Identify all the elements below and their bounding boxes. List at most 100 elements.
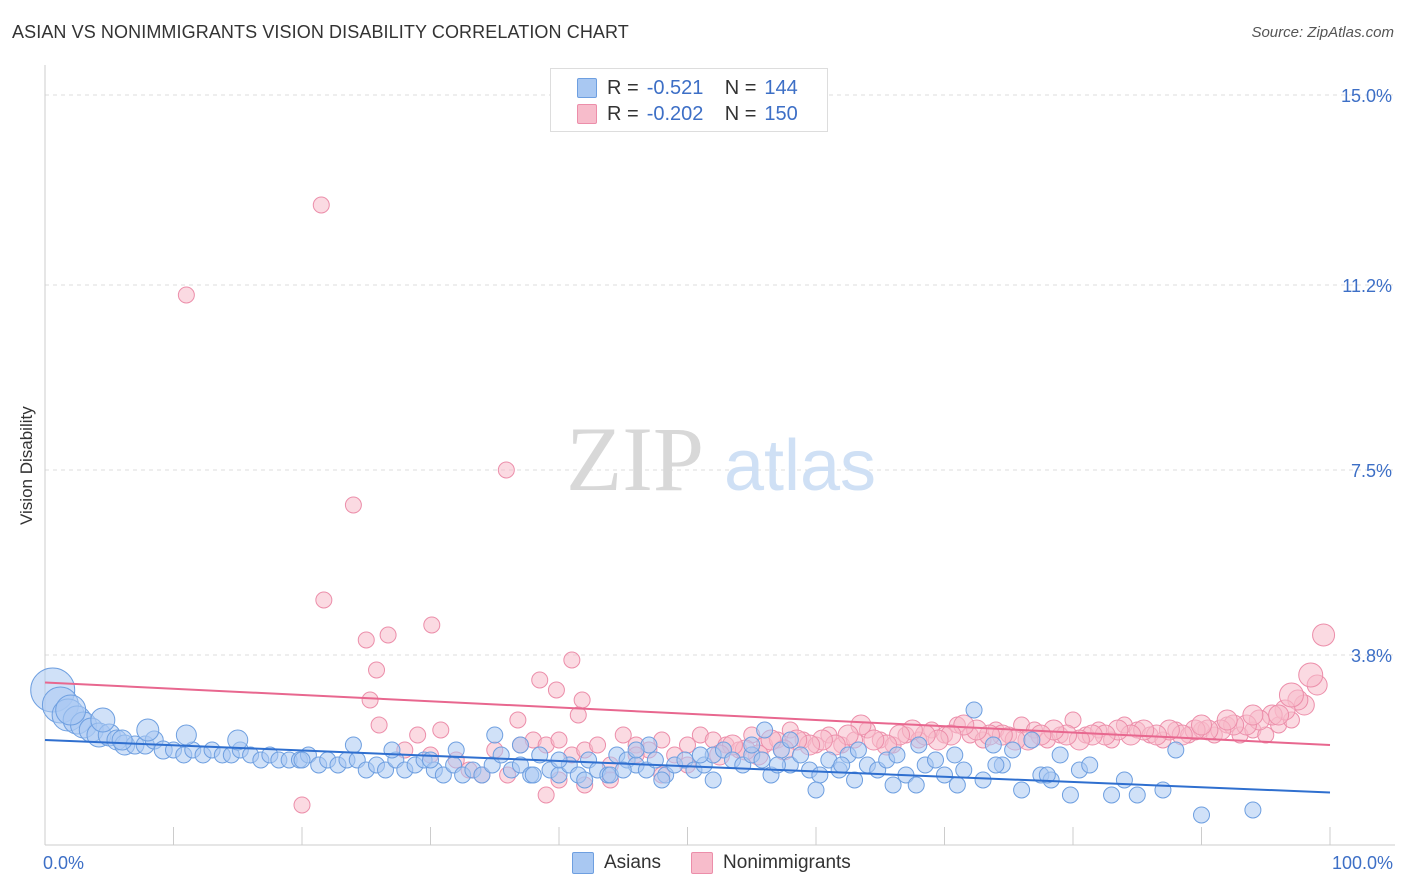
asians-point [473,766,491,784]
asians-point [1023,731,1041,749]
asians-point [946,746,964,764]
watermark-atlas: atlas [724,426,876,506]
asians-point [955,761,973,779]
watermark: ZIP atlas [566,408,876,510]
asians-point [1193,806,1210,824]
asians-point [811,766,829,784]
asians-point [974,771,992,789]
asians-point [907,776,925,794]
asians-point [1013,781,1031,799]
legend-r-value: -0.521 [646,76,704,99]
asians-point [1004,741,1022,759]
nonimmigrants-point [589,736,607,754]
asians-point [833,756,851,774]
asians-point [846,771,864,789]
y-tick-label: 11.2% [1342,276,1392,296]
nonimmigrants-point [344,496,362,514]
nonimmigrants-point [497,461,515,479]
x-tick-label: 100.0% [1332,853,1393,873]
nonimmigrants-point [361,691,379,709]
x-tick-label: 0.0% [43,853,84,873]
legend-row-nonimmigrants: R = -0.202 N = 150 [577,102,798,126]
asians-point [344,736,362,754]
nonimmigrants-point [379,626,397,644]
nonimmigrants-point [370,716,388,734]
asians-point [614,761,632,779]
asians-point [1167,741,1185,759]
asians-point [1081,756,1099,774]
asians-swatch [577,78,597,98]
legend-row-asians: R = -0.521 N = 144 [577,76,798,100]
trend-lines [44,681,1331,794]
asians-point [511,736,529,754]
asians-point [1128,786,1146,804]
asians-point [1061,786,1079,804]
asians-point [1038,766,1056,784]
nonimmigrants-point [1242,704,1264,726]
nonimmigrants-point [531,671,549,689]
nonimmigrants-point [573,691,591,709]
nonimmigrants-point [357,631,375,649]
asians-point [383,741,401,759]
asians-point [753,751,771,769]
asians-point [653,771,671,789]
source-label: Source: ZipAtlas.com [1251,24,1394,41]
nonimmigrants-point [550,731,568,749]
asians-point [1244,801,1262,819]
legend-r-label: R = [607,102,639,125]
nonimmigrants-point [1268,704,1290,726]
asians-point [965,701,983,719]
asians-swatch [572,852,594,874]
asians-point [704,771,722,789]
asians-point [492,746,510,764]
nonimmigrants-point [1216,709,1238,731]
nonimmigrants-point [569,706,587,724]
legend-r-label: R = [607,76,639,99]
series-legend: Asians Nonimmigrants [572,852,881,874]
asians-point [910,736,928,754]
y-axis-label: Vision Disability [17,406,36,525]
asians-point [293,751,311,769]
asians-point [55,694,87,726]
asians-point [422,751,439,769]
asians-point [447,741,465,759]
nonimmigrants-point [509,711,527,729]
asians-point [884,776,902,794]
asians-trend-line [44,739,1331,794]
asians-point [434,766,452,784]
grid-lines [45,94,1395,656]
watermark-zip: ZIP [566,408,704,510]
nonimmigrants-swatch [691,852,714,874]
nonimmigrants-point [432,721,450,739]
nonimmigrants-point [293,796,311,814]
asians-point [743,736,761,754]
nonimmigrants-point [312,196,330,214]
asians-point [136,718,160,742]
y-tick-label: 15.0% [1341,86,1392,106]
nonimmigrants-swatch [577,104,597,124]
legend-item-nonimmigrants[interactable]: Nonimmigrants [691,852,851,874]
nonimmigrants-point [1312,623,1336,647]
asians-point [111,729,133,751]
asians-point [227,729,249,751]
asians-point [175,724,197,746]
nonimmigrants-point [1191,714,1212,736]
legend-item-asians[interactable]: Asians [572,852,661,874]
asians-point [792,746,810,764]
y-tick-label: 3.8% [1351,646,1392,666]
nonimmigrants-point [423,616,441,634]
asians-point [984,736,1002,754]
asians-point [1115,771,1133,789]
asians-point [627,741,645,759]
legend-n-value: 144 [764,76,798,99]
nonimmigrants-point [614,726,632,744]
nonimmigrants-point [1298,662,1324,688]
nonimmigrants-point [177,286,195,304]
asians-point [987,756,1005,774]
legend-r-value: -0.202 [646,102,704,125]
asians-point [486,726,504,744]
asians-point [90,707,116,733]
asians-point [1051,746,1069,764]
asians-point [1103,786,1121,804]
